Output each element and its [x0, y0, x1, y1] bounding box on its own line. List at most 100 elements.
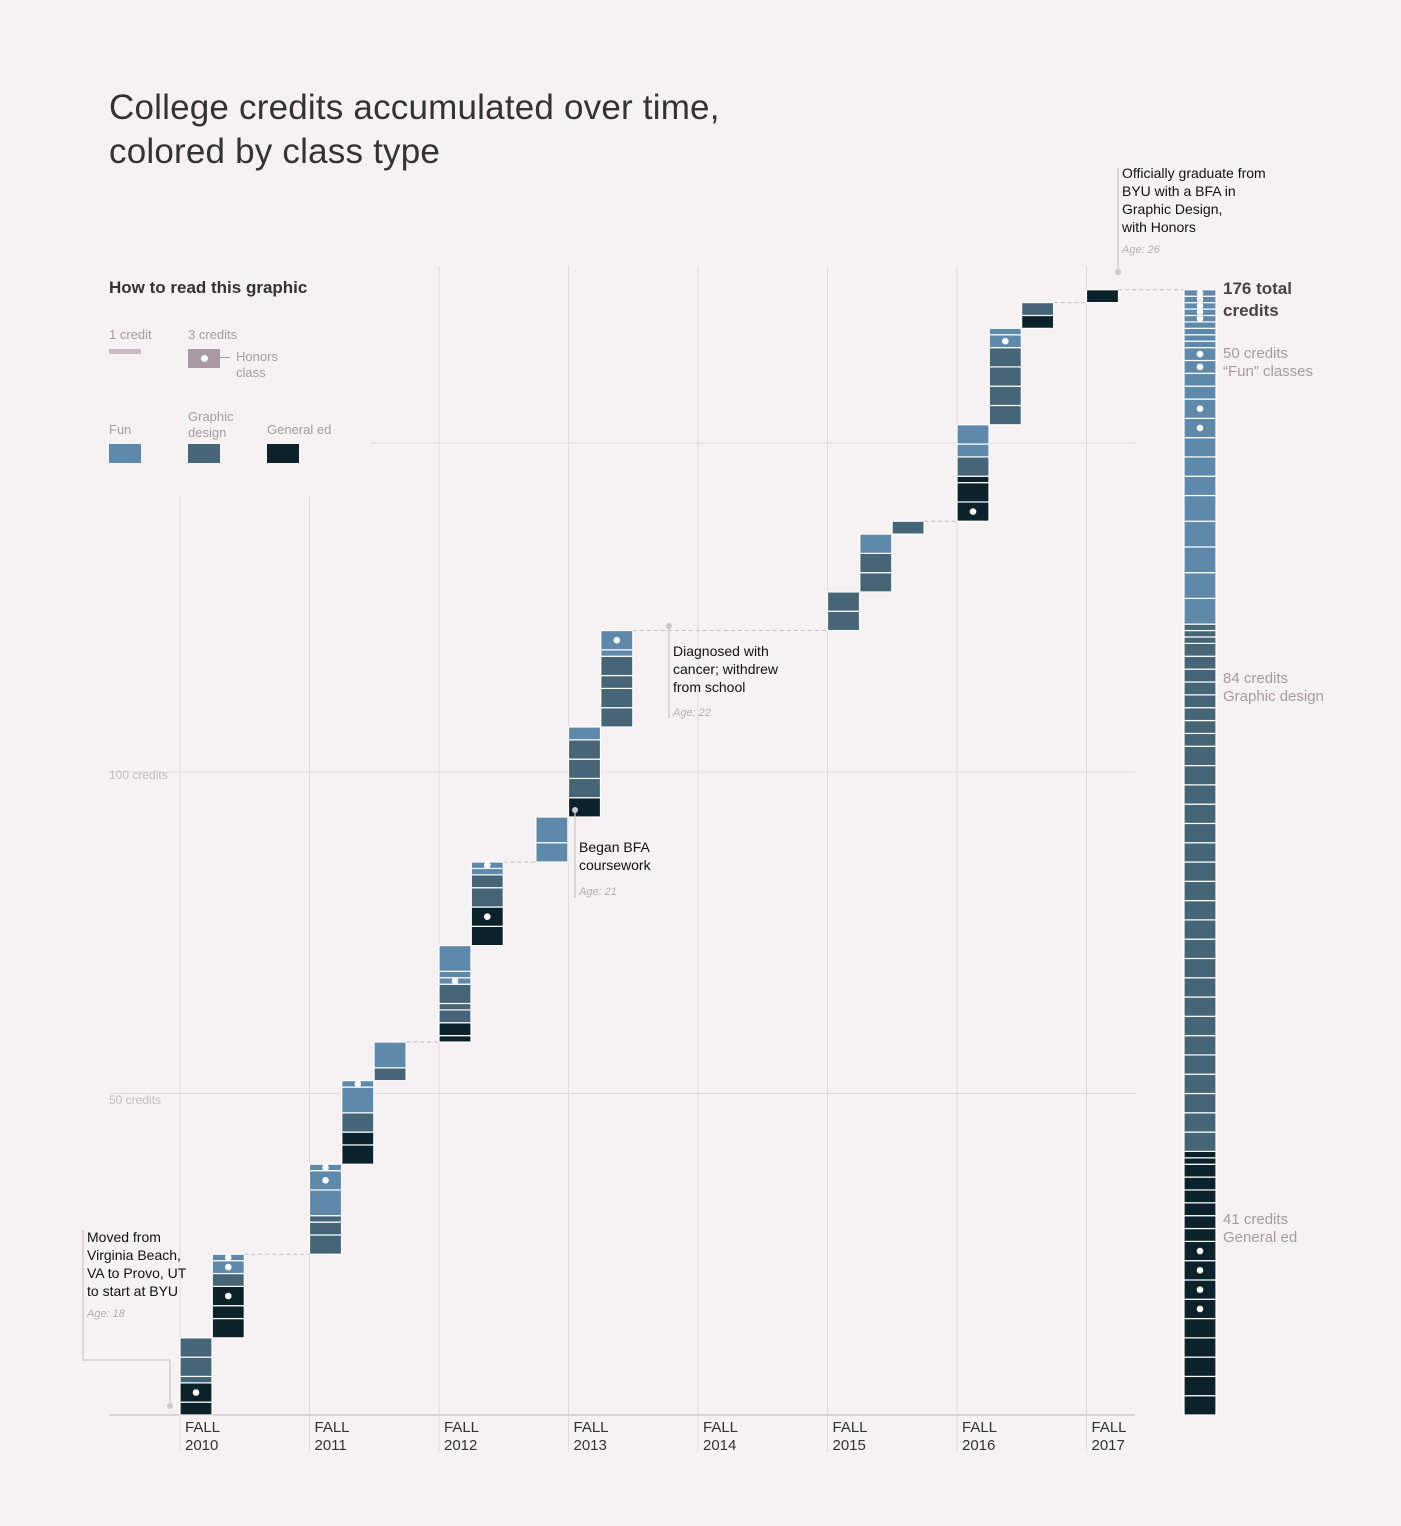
class-block: [600, 687, 634, 709]
x-tick-label-2014: FALL 2014: [703, 1419, 739, 1454]
class-block: [308, 1234, 343, 1255]
summary-block-gd: [1183, 1131, 1217, 1152]
class-block: [211, 1317, 245, 1339]
class-block: [988, 347, 1022, 368]
class-block: [567, 758, 602, 780]
summary-block-gd: [1183, 996, 1217, 1017]
class-block: [988, 404, 1022, 426]
summary-block-ge: [1183, 1189, 1217, 1204]
class-block: [1020, 302, 1055, 317]
x-tick-label-2017: FALL 2017: [1091, 1419, 1127, 1454]
class-block: [567, 726, 602, 741]
summary-block-fun: [1183, 475, 1217, 497]
legend-fun-swatch: [109, 444, 141, 463]
class-block: [859, 552, 893, 574]
summary-total: 176 total credits: [1223, 279, 1292, 320]
summary-honors-dot: [1196, 363, 1204, 371]
class-block: [535, 842, 569, 863]
summary-block-gd: [1183, 681, 1217, 696]
chart-title: College credits accumulated over time, c…: [109, 86, 720, 174]
x-tick-label-2013: FALL 2013: [573, 1419, 609, 1454]
annotation-cancer: Diagnosed with cancer; withdrew from sch…: [673, 643, 779, 695]
summary-block-fun: [1183, 437, 1217, 458]
summary-honors-dot: [1196, 1267, 1204, 1274]
class-block: [438, 983, 472, 1005]
class-block: [308, 1189, 343, 1217]
annotation-dot-bfa: [572, 807, 578, 813]
honors-leader-line: [208, 357, 230, 358]
legend-graphic-design-label: Graphic design: [188, 409, 234, 440]
legend-three-credit-swatch: [188, 349, 220, 368]
legend-three-credit-label: 3 credits: [188, 327, 238, 342]
summary-block-gd: [1183, 655, 1217, 670]
legend-graphic-design-swatch: [188, 444, 220, 463]
summary-honors-dot: [1196, 315, 1204, 322]
summary-block-fun: [1183, 597, 1217, 625]
honors-dot: [613, 636, 621, 644]
summary-block-gd: [1183, 977, 1217, 998]
class-block: [891, 520, 925, 535]
x-tick-label-2010: FALL 2010: [185, 1419, 221, 1454]
class-block: [600, 649, 634, 657]
class-block: [308, 1221, 343, 1236]
class-block: [211, 1305, 245, 1320]
summary-block-fun: [1183, 494, 1217, 522]
summary-block-ge: [1183, 1356, 1217, 1378]
summary-block-gd: [1183, 803, 1217, 825]
summary-block-ge: [1183, 1317, 1217, 1339]
class-block: [600, 655, 634, 677]
class-block: [373, 1067, 407, 1082]
class-block: [470, 867, 504, 876]
summary-block-fun: [1183, 327, 1217, 336]
annotation-cancer-age: Age: 22: [673, 707, 711, 719]
summary-block-gd: [1183, 694, 1217, 709]
summary-block-ge: [1183, 1157, 1217, 1165]
class-block: [567, 797, 602, 818]
summary-honors-dot: [1196, 289, 1204, 297]
annotation-dot-moved: [167, 1403, 173, 1409]
honors-dot: [322, 1177, 329, 1184]
summary-block-fun: [1183, 572, 1217, 599]
honors-dot: [1002, 337, 1009, 345]
legend-honors-label: Honors class: [236, 349, 278, 380]
class-block: [179, 1337, 213, 1358]
summary-block-gd: [1183, 880, 1217, 902]
summary-block-gd: [1183, 1035, 1217, 1056]
class-block: [438, 945, 472, 972]
summary-block-fun: [1183, 385, 1217, 400]
class-block: [438, 1035, 472, 1043]
honors-dot: [969, 508, 977, 515]
class-block: [859, 572, 893, 593]
honors-dot: [225, 1254, 232, 1261]
summary-block-fun: [1183, 520, 1217, 548]
summary-block-gd: [1183, 764, 1217, 786]
x-tick-label-2012: FALL 2012: [444, 1419, 480, 1454]
annotation-leader-moved: [82, 1230, 171, 1406]
summary-honors-dot: [1196, 1247, 1204, 1255]
summary-block-gd: [1183, 707, 1217, 722]
summary-block-ge: [1183, 1150, 1217, 1159]
class-block: [1085, 289, 1120, 304]
summary-block-ge: [1183, 1227, 1217, 1242]
summary-block-fun: [1183, 334, 1217, 342]
summary-block-ge: [1183, 1337, 1217, 1358]
summary-block-gd: [1183, 642, 1217, 657]
legend-fun-label: Fun: [109, 422, 132, 437]
class-block: [470, 925, 504, 947]
annotation-bfa: Began BFA coursework: [579, 839, 651, 873]
annotation-graduate-age: Age: 26: [1122, 244, 1160, 256]
summary-honors-dot: [1196, 1286, 1204, 1293]
class-block: [988, 385, 1022, 407]
class-block: [438, 970, 472, 979]
summary-block-gd: [1183, 822, 1217, 844]
class-block: [341, 1131, 375, 1146]
class-block: [179, 1356, 213, 1378]
summary-block-ge: [1183, 1215, 1217, 1230]
class-block: [956, 424, 990, 445]
summary-graphic-design: 84 credits Graphic design: [1223, 670, 1324, 705]
summary-block-fun: [1183, 456, 1217, 477]
summary-block-fun: [1183, 372, 1217, 387]
honors-dot: [484, 913, 491, 920]
summary-block-gd: [1183, 938, 1217, 960]
class-block: [211, 1272, 245, 1288]
